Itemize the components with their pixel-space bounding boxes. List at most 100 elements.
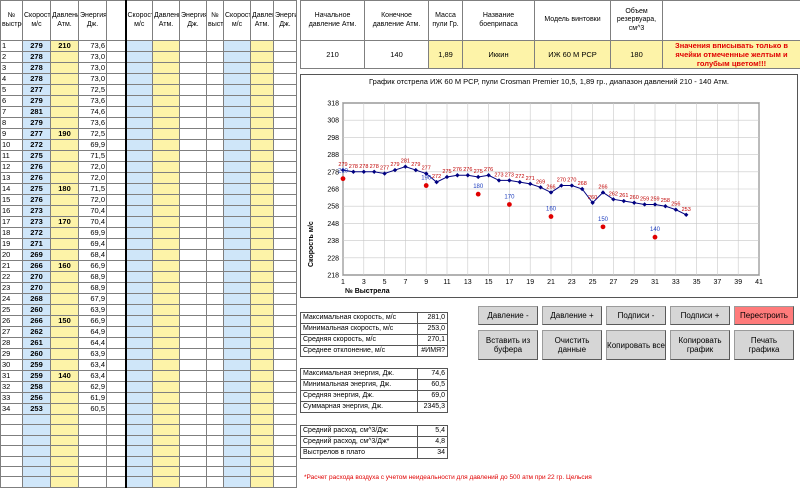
pressure-cell-2[interactable] — [152, 413, 180, 426]
paste-from-buffer-button[interactable]: Вставить из буфера — [478, 330, 538, 360]
pressure-cell-2[interactable] — [152, 293, 180, 305]
pressure-cell-3[interactable] — [250, 106, 274, 118]
velocity-cell[interactable]: 278 — [22, 51, 51, 63]
copy-chart-button[interactable]: Копировать график — [670, 330, 730, 360]
velocity-cell-2[interactable] — [124, 455, 153, 467]
pressure-cell-3[interactable] — [250, 95, 274, 107]
velocity-cell-3[interactable] — [223, 238, 251, 250]
velocity-cell-2[interactable] — [124, 315, 153, 327]
print-chart-button[interactable]: Печать графика — [734, 330, 794, 360]
pressure-cell[interactable] — [50, 51, 79, 63]
velocity-cell-3[interactable] — [223, 183, 251, 195]
pressure-cell[interactable] — [50, 413, 79, 426]
pressure-cell-2[interactable] — [152, 476, 180, 488]
copy-all-button[interactable]: Копировать все — [606, 330, 666, 360]
velocity-cell[interactable]: 276 — [22, 172, 51, 184]
velocity-cell[interactable]: 272 — [22, 139, 51, 151]
velocity-cell-3[interactable] — [223, 392, 251, 404]
velocity-cell-3[interactable] — [223, 260, 251, 272]
velocity-cell-2[interactable] — [124, 304, 153, 316]
velocity-cell-3[interactable] — [223, 128, 251, 140]
velocity-cell[interactable]: 275 — [22, 150, 51, 162]
pressure-cell-3[interactable] — [250, 413, 274, 426]
velocity-cell[interactable] — [22, 413, 51, 426]
pressure-cell[interactable] — [50, 348, 79, 360]
pressure-cell[interactable]: 170 — [50, 216, 79, 228]
velocity-cell-2[interactable] — [124, 40, 153, 52]
pressure-cell-2[interactable] — [152, 359, 180, 371]
pressure-cell[interactable]: 150 — [50, 315, 79, 327]
velocity-cell[interactable] — [22, 465, 51, 478]
pressure-cell[interactable]: 190 — [50, 128, 79, 140]
velocity-cell[interactable]: 279 — [22, 95, 51, 107]
velocity-cell[interactable]: 270 — [22, 282, 51, 294]
pressure-cell[interactable] — [50, 194, 79, 206]
pressure-cell-3[interactable] — [250, 315, 274, 327]
velocity-cell-2[interactable] — [124, 359, 153, 371]
pressure-cell[interactable] — [50, 139, 79, 151]
pressure-cell[interactable] — [50, 95, 79, 107]
pressure-cell-2[interactable] — [152, 150, 180, 162]
velocity-cell-3[interactable] — [223, 445, 251, 457]
pressure-cell-2[interactable] — [152, 381, 180, 393]
velocity-cell-2[interactable] — [124, 216, 153, 228]
velocity-cell[interactable]: 277 — [22, 84, 51, 96]
velocity-cell-3[interactable] — [223, 403, 251, 415]
pressure-cell-3[interactable] — [250, 238, 274, 250]
velocity-cell-3[interactable] — [223, 348, 251, 360]
velocity-cell-3[interactable] — [223, 359, 251, 371]
pressure-cell-3[interactable] — [250, 62, 274, 74]
velocity-cell-2[interactable] — [124, 413, 153, 426]
param-start-pressure[interactable]: 210 — [300, 40, 365, 69]
velocity-cell-2[interactable] — [124, 161, 153, 173]
pressure-cell-2[interactable] — [152, 194, 180, 206]
velocity-cell-3[interactable] — [223, 62, 251, 74]
velocity-cell[interactable]: 269 — [22, 249, 51, 261]
velocity-cell-2[interactable] — [124, 434, 153, 447]
pressure-cell-2[interactable] — [152, 238, 180, 250]
velocity-cell-3[interactable] — [223, 73, 251, 85]
velocity-cell-2[interactable] — [124, 84, 153, 96]
velocity-cell-3[interactable] — [223, 455, 251, 467]
velocity-cell[interactable]: 260 — [22, 304, 51, 316]
pressure-cell-3[interactable] — [250, 227, 274, 239]
pressure-cell-2[interactable] — [152, 249, 180, 261]
pressure-cell-3[interactable] — [250, 183, 274, 195]
velocity-cell[interactable]: 266 — [22, 260, 51, 272]
pressure-cell[interactable] — [50, 359, 79, 371]
pressure-cell[interactable] — [50, 445, 79, 457]
pressure-cell-2[interactable] — [152, 282, 180, 294]
pressure-cell-3[interactable] — [250, 348, 274, 360]
velocity-cell[interactable] — [22, 445, 51, 457]
pressure-cell[interactable] — [50, 465, 79, 478]
pressure-cell[interactable] — [50, 150, 79, 162]
velocity-cell-3[interactable] — [223, 194, 251, 206]
velocity-cell-3[interactable] — [223, 381, 251, 393]
velocity-cell[interactable]: 278 — [22, 62, 51, 74]
velocity-cell-2[interactable] — [124, 249, 153, 261]
pressure-cell[interactable] — [50, 455, 79, 467]
velocity-cell-3[interactable] — [223, 304, 251, 316]
pressure-cell[interactable] — [50, 434, 79, 447]
pressure-cell-3[interactable] — [250, 359, 274, 371]
velocity-cell-3[interactable] — [223, 315, 251, 327]
pressure-cell[interactable] — [50, 84, 79, 96]
pressure-cell-2[interactable] — [152, 95, 180, 107]
velocity-cell-2[interactable] — [124, 392, 153, 404]
pressure-cell-3[interactable] — [250, 370, 274, 382]
velocity-cell-3[interactable] — [223, 106, 251, 118]
pressure-cell[interactable] — [50, 282, 79, 294]
velocity-cell-2[interactable] — [124, 106, 153, 118]
pressure-cell-3[interactable] — [250, 434, 274, 447]
velocity-cell[interactable] — [22, 434, 51, 447]
pressure-cell[interactable] — [50, 392, 79, 404]
param-pellet-mass[interactable]: 1,89 — [428, 40, 463, 69]
pressure-cell-3[interactable] — [250, 271, 274, 283]
pressure-cell-2[interactable] — [152, 106, 180, 118]
velocity-cell-2[interactable] — [124, 260, 153, 272]
pressure-cell-2[interactable] — [152, 392, 180, 404]
velocity-cell-2[interactable] — [124, 238, 153, 250]
velocity-cell-2[interactable] — [124, 337, 153, 349]
velocity-cell-2[interactable] — [124, 271, 153, 283]
pressure-cell[interactable] — [50, 238, 79, 250]
